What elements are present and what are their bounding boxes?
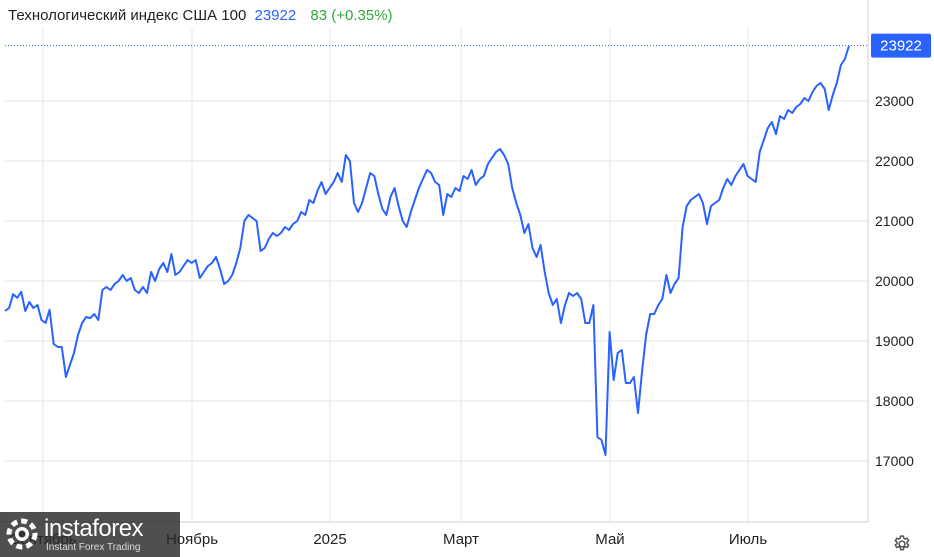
watermark: instaforex Instant Forex Trading [0, 512, 180, 557]
x-tick-label: Март [443, 531, 479, 548]
last-value-badge [871, 33, 931, 58]
x-tick-label: Июль [729, 531, 767, 548]
price-line-layer [4, 45, 850, 456]
watermark-brand: instaforex [44, 515, 144, 542]
y-tick-label: 22000 [875, 153, 914, 169]
current-value: 23922 [254, 7, 297, 24]
grid [0, 0, 869, 523]
chart-title: Технологический индекс США 100 [8, 7, 247, 24]
gear-icon[interactable] [892, 534, 912, 554]
y-tick-label: 20000 [875, 273, 914, 289]
y-tick-label: 18000 [875, 393, 914, 409]
chart-header: Технологический индекс США 100 23922 83 … [8, 7, 393, 24]
price-line [4, 45, 850, 456]
last-value-label: 23922 [880, 38, 922, 55]
value-change: 83 (+0.35%) [310, 7, 393, 24]
x-tick-label: 2025 [313, 531, 346, 548]
y-tick-label: 19000 [875, 333, 914, 349]
y-tick-label: 21000 [875, 213, 914, 229]
y-tick-label: 23000 [875, 93, 914, 109]
instaforex-logo-icon [6, 518, 38, 550]
y-tick-label: 17000 [875, 453, 914, 469]
x-tick-label: Май [595, 531, 624, 548]
watermark-tagline: Instant Forex Trading [46, 542, 141, 553]
